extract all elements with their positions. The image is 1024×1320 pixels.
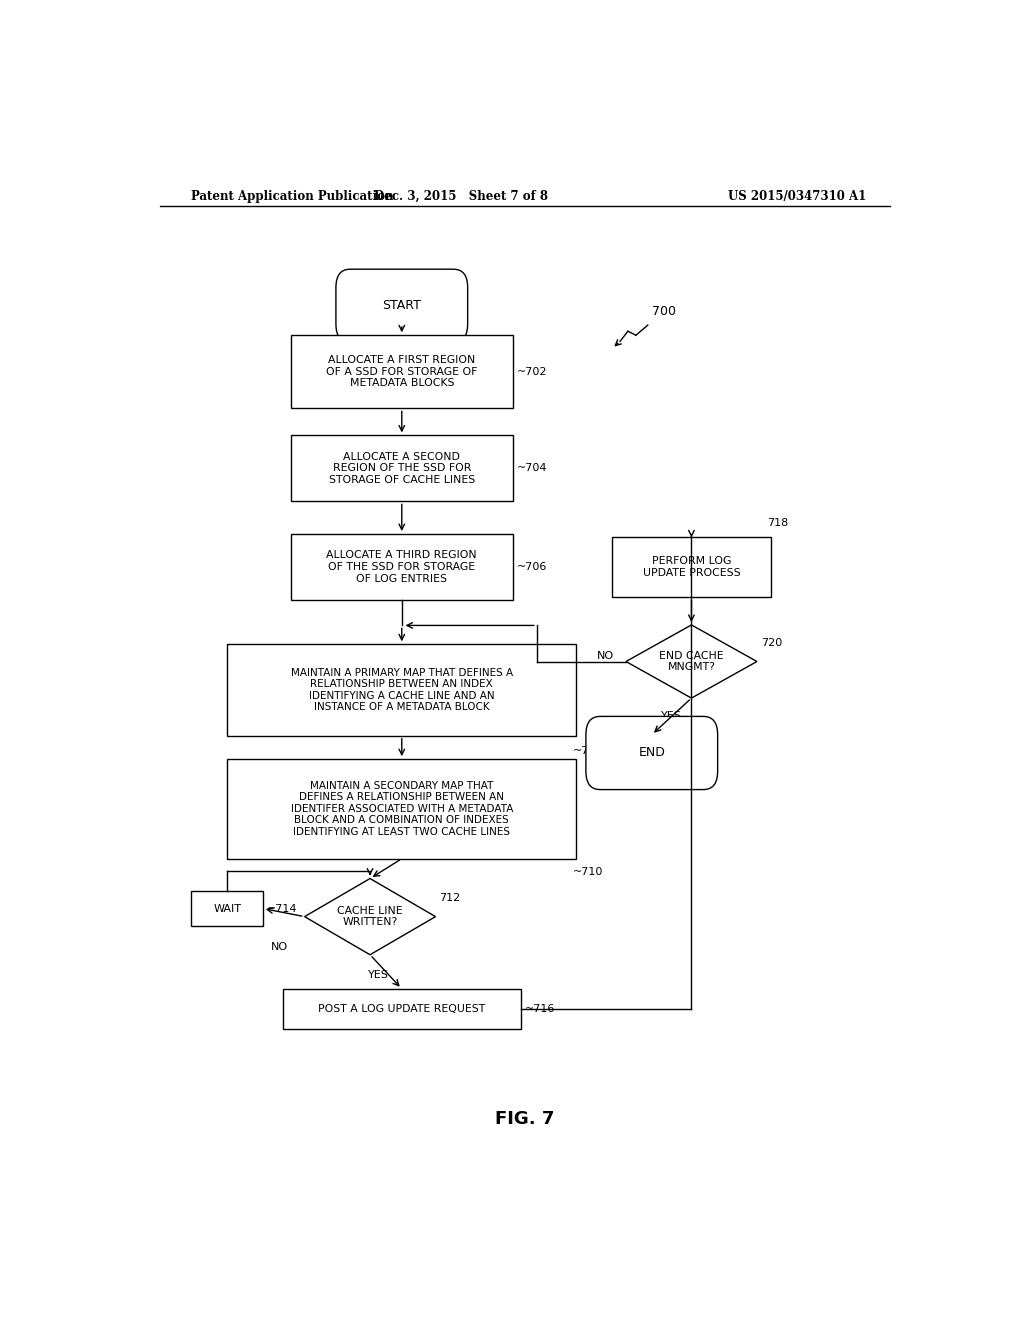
Text: ALLOCATE A THIRD REGION
OF THE SSD FOR STORAGE
OF LOG ENTRIES: ALLOCATE A THIRD REGION OF THE SSD FOR S… [327, 550, 477, 583]
Text: MAINTAIN A PRIMARY MAP THAT DEFINES A
RELATIONSHIP BETWEEN AN INDEX
IDENTIFYING : MAINTAIN A PRIMARY MAP THAT DEFINES A RE… [291, 668, 513, 713]
Polygon shape [304, 879, 435, 954]
Text: ~710: ~710 [572, 867, 603, 876]
Text: ~708: ~708 [572, 746, 603, 756]
Text: ~704: ~704 [517, 463, 548, 474]
Text: END CACHE
MNGMT?: END CACHE MNGMT? [659, 651, 724, 672]
Text: MAINTAIN A SECONDARY MAP THAT
DEFINES A RELATIONSHIP BETWEEN AN
IDENTIFER ASSOCI: MAINTAIN A SECONDARY MAP THAT DEFINES A … [291, 780, 513, 837]
FancyBboxPatch shape [291, 335, 513, 408]
FancyBboxPatch shape [227, 644, 577, 735]
Text: NO: NO [597, 652, 614, 661]
FancyBboxPatch shape [586, 717, 718, 789]
Text: ~706: ~706 [517, 562, 547, 572]
Text: Dec. 3, 2015   Sheet 7 of 8: Dec. 3, 2015 Sheet 7 of 8 [375, 190, 548, 202]
Text: ~716: ~716 [524, 1005, 555, 1014]
Text: ALLOCATE A FIRST REGION
OF A SSD FOR STORAGE OF
METADATA BLOCKS: ALLOCATE A FIRST REGION OF A SSD FOR STO… [326, 355, 477, 388]
Text: ~714: ~714 [267, 903, 297, 913]
FancyBboxPatch shape [191, 891, 263, 925]
FancyBboxPatch shape [283, 989, 521, 1030]
Text: CACHE LINE
WRITTEN?: CACHE LINE WRITTEN? [337, 906, 402, 928]
Text: 718: 718 [767, 519, 788, 528]
Text: ~702: ~702 [517, 367, 548, 376]
Text: START: START [382, 300, 421, 313]
Polygon shape [626, 624, 757, 698]
Text: END: END [638, 747, 666, 759]
Text: 712: 712 [439, 894, 461, 903]
Text: WAIT: WAIT [213, 903, 242, 913]
Text: PERFORM LOG
UPDATE PROCESS: PERFORM LOG UPDATE PROCESS [643, 556, 740, 578]
Text: 720: 720 [761, 639, 782, 648]
Text: ALLOCATE A SECOND
REGION OF THE SSD FOR
STORAGE OF CACHE LINES: ALLOCATE A SECOND REGION OF THE SSD FOR … [329, 451, 475, 484]
FancyBboxPatch shape [227, 759, 577, 859]
FancyBboxPatch shape [336, 269, 468, 342]
FancyBboxPatch shape [612, 536, 771, 598]
Text: YES: YES [368, 970, 388, 979]
Text: FIG. 7: FIG. 7 [496, 1110, 554, 1127]
FancyBboxPatch shape [291, 436, 513, 502]
Text: NO: NO [270, 942, 288, 952]
Text: US 2015/0347310 A1: US 2015/0347310 A1 [728, 190, 866, 202]
Text: POST A LOG UPDATE REQUEST: POST A LOG UPDATE REQUEST [318, 1005, 485, 1014]
FancyBboxPatch shape [291, 535, 513, 601]
Text: 700: 700 [652, 305, 676, 318]
Text: YES: YES [662, 711, 682, 721]
Text: Patent Application Publication: Patent Application Publication [191, 190, 394, 202]
